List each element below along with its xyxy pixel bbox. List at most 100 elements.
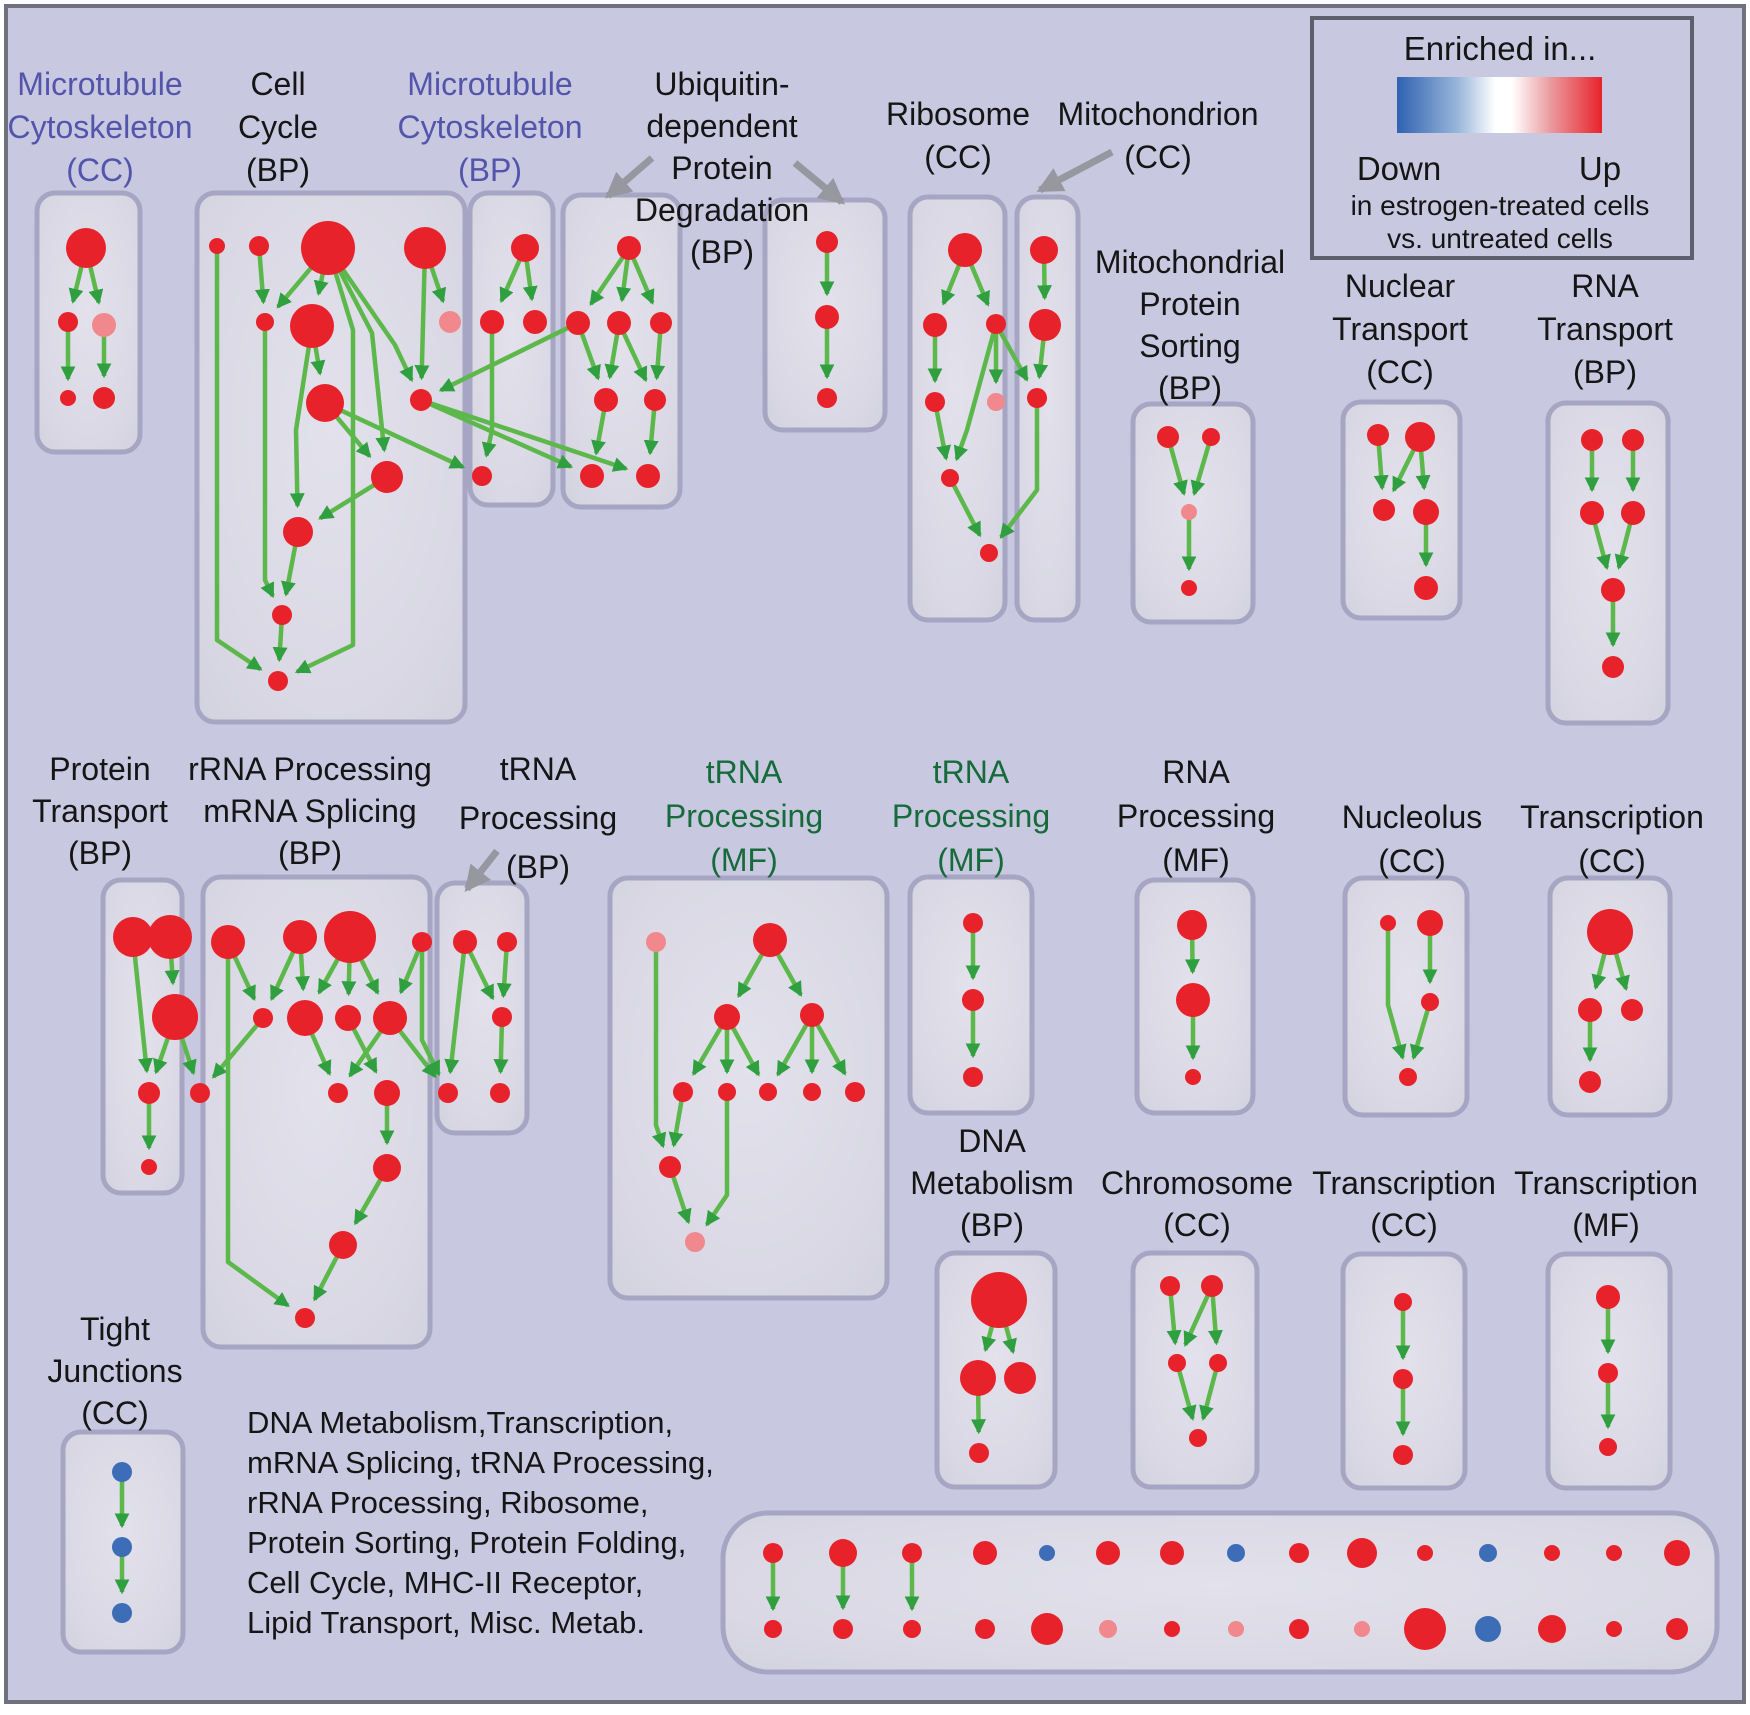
gene-node-b3_m (815, 305, 839, 329)
gene-node-tmf_ll (659, 1156, 681, 1178)
edge-arrow (1166, 1294, 1182, 1346)
edge-arrow (429, 402, 574, 469)
gene-node-tmf_bp (685, 1232, 705, 1252)
gene-node-bt14 (1606, 1545, 1622, 1561)
cluster-label-transcription-cc-2: Transcription (CC) (1520, 799, 1704, 879)
edge-arrow (643, 409, 659, 456)
gene-node-bb13 (1538, 1615, 1566, 1643)
gene-node-bt15 (1664, 1540, 1690, 1566)
edge-arrow (999, 407, 1040, 539)
edge-arrow (481, 333, 497, 458)
cluster-box-bottom (720, 1510, 1720, 1675)
gene-node-ubq_f (580, 464, 604, 488)
gene-node-cc_n3 (301, 221, 355, 275)
gene-node-tmf_p1 (646, 932, 666, 952)
gene-node-nt_mr (1413, 499, 1439, 525)
gene-node-nuc_tr (1417, 910, 1443, 936)
gene-node-chr_mr (1209, 1354, 1227, 1372)
edge-arrow (1183, 1294, 1210, 1347)
gene-node-ubq_t (617, 236, 641, 260)
gene-node-rr_t2 (283, 920, 317, 954)
gene-node-mito_lo (1027, 388, 1047, 408)
edge-arrow (775, 952, 803, 997)
gene-node-rt_m (1601, 578, 1625, 602)
gene-node-cc_n1 (209, 238, 225, 254)
gene-node-nt_tl (1367, 424, 1389, 446)
gene-node-mtbp_t (511, 234, 539, 262)
edge-arrow (419, 951, 441, 1077)
gene-node-bb1 (764, 1620, 782, 1638)
cluster-label-rna-proc-mf: RNA Processing (MF) (1117, 754, 1275, 878)
gene-node-bt7 (1160, 1541, 1184, 1565)
edge-arrow (429, 266, 447, 304)
edge-arrow (621, 332, 648, 383)
gene-node-pt_b (141, 1159, 157, 1175)
gene-node-b3_b (817, 388, 837, 408)
gene-node-ribo_ml (923, 313, 947, 337)
edge-arrow (429, 401, 629, 472)
edge-arrow (971, 1394, 987, 1435)
gene-node-trmf_2 (1598, 1363, 1618, 1383)
gene-node-dna_t (971, 1272, 1027, 1328)
cluster-label-nucleolus: Nucleolus (CC) (1342, 799, 1483, 879)
edge-arrow (951, 484, 982, 538)
edge-arrow (775, 1023, 809, 1077)
gene-node-rr_l1 (328, 1083, 348, 1103)
gene-node-nuc_b (1399, 1068, 1417, 1086)
edge-arrow (1614, 523, 1633, 570)
edge-arrow (444, 952, 467, 1075)
gene-node-ribo_t (948, 233, 982, 267)
gene-node-dna_ml (960, 1360, 996, 1396)
edge-arrow (351, 1027, 378, 1074)
gene-node-rpm_1 (1177, 910, 1207, 940)
gene-node-tmf_h1 (714, 1004, 740, 1030)
cluster-box-chr (1130, 1250, 1260, 1490)
gene-node-rt_tl (1581, 429, 1603, 451)
gene-node-bt5 (1039, 1545, 1055, 1561)
edge-arrow (414, 267, 430, 381)
edge-arrow (318, 482, 376, 521)
gene-node-rt_mr (1621, 501, 1645, 525)
gene-node-chr_tl (1160, 1276, 1180, 1296)
gene-node-ribo_ll (925, 392, 945, 412)
gene-node-cc_hub (410, 389, 432, 411)
edge-arrow (68, 265, 84, 304)
gene-node-tmf_h2 (800, 1003, 824, 1027)
edge-arrow (1613, 952, 1630, 991)
gene-node-tmf_r4 (803, 1083, 821, 1101)
edge-arrow (650, 332, 666, 381)
gene-node-trmf_1 (1596, 1285, 1620, 1309)
cluster-label-ubiquitin: Ubiquitin-dependent Protein Degradation (BP… (635, 66, 809, 270)
gene-node-tr3_2 (1393, 1369, 1413, 1389)
cluster-label-mccc: Microtubule Cytoskeleton (CC) (8, 66, 193, 188)
gene-node-ubq_b (607, 311, 631, 335)
edge-arrow (294, 952, 310, 992)
gene-node-ubq_a (566, 311, 590, 335)
cluster-label-nuclear-transport: Nuclear Transport (CC) (1332, 268, 1468, 390)
edge-arrow (499, 258, 522, 304)
gene-node-rt_b (1602, 656, 1624, 678)
gene-node-bb15 (1666, 1618, 1688, 1640)
legend-subtitle: in estrogen-treated cells vs. untreated c… (1351, 190, 1650, 254)
edge-arrow (313, 273, 329, 296)
gene-node-cc_n9 (371, 461, 403, 493)
cluster-label-rna-transport: RNA Transport (BP) (1537, 268, 1673, 390)
gene-node-tmfs_1 (963, 913, 983, 933)
gene-node-nt_b (1414, 576, 1438, 600)
edge-arrow (1033, 339, 1049, 380)
edge-arrow (1391, 448, 1416, 493)
gene-node-mccc_ml (58, 312, 78, 332)
gene-node-b3_t (816, 231, 838, 253)
gene-node-cc_n8 (306, 384, 344, 422)
gene-node-mccc_br (93, 387, 115, 409)
edge-arrow (815, 1023, 847, 1076)
gene-node-bt13 (1544, 1545, 1560, 1561)
gene-node-rpm_3 (1185, 1069, 1201, 1085)
gene-node-ubq_e (644, 389, 666, 411)
gene-node-bb14 (1606, 1621, 1622, 1637)
gene-node-mps_m (1181, 504, 1197, 520)
gene-node-cc_n6 (290, 304, 334, 348)
gene-node-tj_2 (112, 1537, 132, 1557)
gene-node-cc_n12 (268, 671, 288, 691)
